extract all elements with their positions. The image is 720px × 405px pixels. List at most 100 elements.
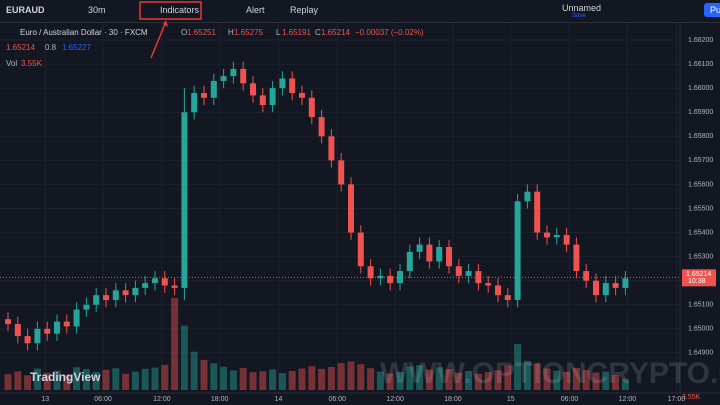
replay-button[interactable]: Replay [290, 5, 319, 15]
spread: 0.8 [45, 43, 57, 52]
volume-bar [180, 325, 188, 390]
volume-bar [474, 373, 482, 390]
candle-body [602, 283, 609, 296]
candle-body [563, 234, 570, 245]
candle-body [514, 201, 521, 300]
candle-body [132, 287, 139, 296]
volume-bar [14, 371, 22, 390]
candle-body [387, 275, 394, 284]
site-watermark: WWW.OPTIONCRYPTO.COM [380, 357, 720, 390]
candle-body [504, 295, 511, 300]
x-tick-label: 06:00 [94, 396, 112, 403]
volume-bar [494, 370, 502, 390]
volume-bar [602, 371, 610, 390]
x-tick-label: 15 [507, 396, 515, 403]
candle-body [279, 78, 286, 89]
candle-body [152, 278, 158, 284]
candle-body [142, 283, 149, 288]
volume-bar [249, 372, 257, 390]
save-label[interactable]: Save [572, 13, 586, 19]
candle-body [250, 83, 256, 96]
ohlc-high: 1.65275 [234, 28, 263, 37]
volume-bar [465, 370, 473, 390]
candle-body [357, 232, 364, 267]
arrow [150, 23, 166, 59]
candle-body [436, 247, 443, 262]
volume-bar [102, 369, 110, 390]
bid: 1.65214 [6, 43, 35, 52]
candle-body [475, 271, 482, 284]
symbol[interactable]: EURAUD [6, 5, 45, 15]
volume-bar [621, 379, 629, 390]
series [0, 61, 680, 390]
candle-body [367, 266, 374, 279]
candle-body [24, 336, 31, 344]
candle-body [112, 290, 119, 300]
countdown: 10:38 [688, 278, 706, 285]
candle-body [416, 244, 423, 252]
candle-body [93, 295, 100, 305]
candle-body [544, 232, 550, 238]
candle-body [622, 278, 629, 288]
candle-body [426, 244, 433, 262]
volume-bar [416, 365, 424, 390]
y-tick-label: 1.65600 [688, 181, 713, 188]
volume-bar [455, 372, 463, 390]
candle-body [54, 321, 60, 334]
volume-bar [357, 364, 365, 390]
volume-bar [229, 370, 237, 390]
candle-body [210, 80, 217, 98]
y-tick-label: 1.65800 [688, 133, 713, 140]
volume-bar [122, 373, 130, 390]
candle-body [240, 68, 247, 84]
volume-bar [308, 366, 316, 390]
volume-bar [43, 372, 51, 390]
volume-bar [318, 368, 326, 390]
candle-body [553, 234, 560, 238]
volume-bar [220, 366, 228, 390]
volume-bar [141, 368, 149, 390]
volume-bar [151, 367, 159, 390]
x-tick-label: 13 [41, 396, 49, 403]
indicators-button[interactable]: Indicators [160, 5, 200, 15]
price-tag-value: 1.65214 [686, 271, 711, 278]
volume-bar [239, 367, 247, 390]
candle-body [191, 92, 198, 113]
candle-body [122, 290, 129, 296]
candle-body [348, 184, 354, 233]
highlight-box [139, 1, 202, 20]
x-tick-label: 06:00 [329, 396, 347, 403]
volume-bar [200, 359, 208, 390]
ohlc-low: 1.65191 [282, 28, 311, 37]
publish-button[interactable]: Pub [704, 3, 720, 17]
vol-tag: 3.55K [682, 394, 701, 401]
candle-body [103, 295, 109, 300]
candle-body [534, 191, 541, 233]
candle-body [161, 278, 168, 286]
volume-bar [563, 371, 571, 390]
candle-body [299, 92, 305, 98]
candle-body [318, 117, 325, 137]
volume-bar [572, 367, 580, 390]
volume-bar [386, 373, 394, 390]
volume-bar [259, 371, 267, 390]
interval[interactable]: 30m [88, 5, 106, 15]
volume-bar [445, 369, 453, 390]
ohlc-h-label: H [228, 28, 234, 37]
volume-bar [63, 374, 71, 390]
volume-bar [376, 371, 384, 390]
alert-button[interactable]: Alert [246, 5, 265, 15]
volume-bar [337, 363, 345, 390]
candle-body [259, 95, 266, 106]
volume-bar [288, 370, 296, 390]
candle-body [171, 285, 178, 288]
volume-bar [24, 375, 32, 390]
y-tick-label: 1.65300 [688, 253, 713, 260]
ohlc-close: 1.65214 [321, 28, 350, 37]
layout-name[interactable]: Unnamed [562, 3, 602, 13]
ohlc-o-label: O [181, 28, 187, 37]
symbol-title: Euro / Australian Dollar · 30 · FXCM [20, 28, 148, 37]
candle-body [377, 275, 384, 279]
volume-bar [298, 368, 306, 390]
